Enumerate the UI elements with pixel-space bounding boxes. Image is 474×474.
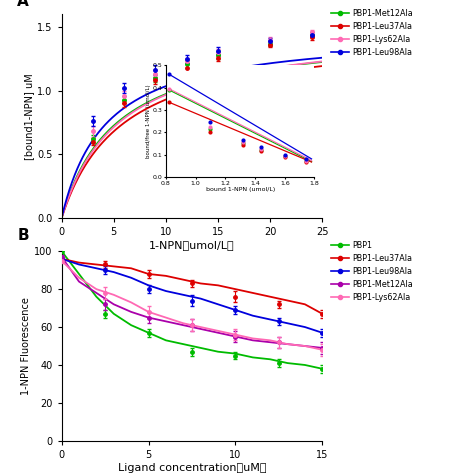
Legend: PBP1, PBP1-Leu37Ala, PBP1-Leu98Ala, PBP1-Met12Ala, PBP1-Lys62Ala: PBP1, PBP1-Leu37Ala, PBP1-Leu98Ala, PBP1… [331, 241, 413, 302]
Text: B: B [17, 228, 29, 243]
Y-axis label: 1-NPN Fluorescence: 1-NPN Fluorescence [21, 297, 31, 395]
Legend: PBP1-Met12Ala, PBP1-Leu37Ala, PBP1-Lys62Ala, PBP1-Leu98Ala: PBP1-Met12Ala, PBP1-Leu37Ala, PBP1-Lys62… [331, 9, 413, 57]
X-axis label: Ligand concentration（uM）: Ligand concentration（uM） [118, 463, 266, 473]
Y-axis label: [bound1-NPN] uM: [bound1-NPN] uM [25, 73, 35, 160]
X-axis label: 1-NPN（umol/L）: 1-NPN（umol/L） [149, 240, 235, 250]
Text: A: A [17, 0, 29, 9]
